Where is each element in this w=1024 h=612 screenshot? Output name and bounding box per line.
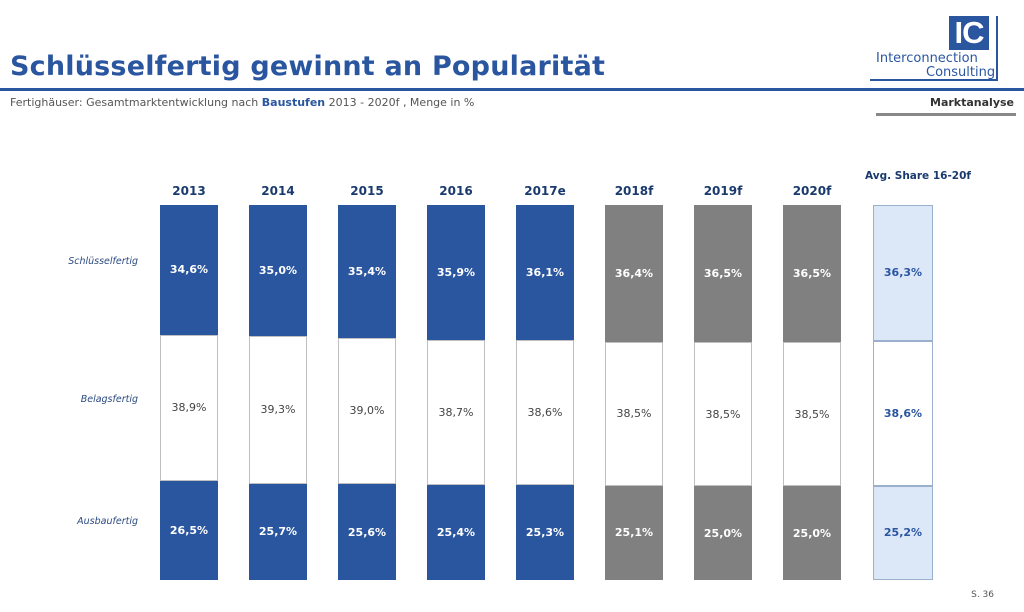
data-label: 38,6% — [527, 406, 563, 420]
bar-segment-ausbaufertig: 25,7% — [249, 483, 307, 580]
section-underline — [876, 113, 1016, 116]
data-label: 34,6% — [169, 263, 209, 277]
bar-segment-belagsfertig: 38,5% — [783, 341, 841, 487]
data-label: 38,7% — [438, 405, 474, 419]
x-tick-label: 2013 — [172, 184, 206, 198]
data-label: 36,5% — [703, 266, 743, 280]
logo-mark: IC — [949, 16, 989, 50]
company-logo: IC Interconnection Consulting — [870, 16, 1006, 84]
logo-frame-horizontal — [870, 79, 998, 81]
x-tick-label: 2020f — [792, 184, 832, 198]
bar-segment-ausbaufertig: 25,4% — [427, 484, 485, 580]
row-label-ausbaufertig: Ausbaufertig — [77, 516, 138, 528]
data-label: 39,3% — [260, 403, 296, 417]
bar-segment-belagsfertig: 38,6% — [516, 340, 574, 486]
subtitle-highlight: Baustufen — [261, 96, 326, 109]
bar-column: 35,0% 39,3% 25,7% — [249, 205, 307, 580]
logo-text-line1: Interconnection — [876, 51, 978, 66]
subtitle-text-pre: Fertighäuser: Gesamtmarktentwicklung nac… — [10, 96, 262, 109]
x-tick-label: 2018f — [614, 184, 654, 198]
page-subtitle: Fertighäuser: Gesamtmarktentwicklung nac… — [10, 96, 474, 109]
data-label: 35,4% — [347, 264, 387, 278]
data-label: 25,7% — [258, 525, 298, 539]
x-tick-label: Avg. Share 16-20f — [865, 170, 971, 182]
data-label: 25,0% — [792, 526, 832, 540]
bar-segment-schluesselfertig: 35,9% — [427, 205, 485, 340]
bar-column: 35,4% 39,0% 25,6% — [338, 205, 396, 580]
x-tick-label: 2019f — [703, 184, 743, 198]
bar-column: 34,6% 38,9% 26,5% — [160, 205, 218, 580]
row-label-belagsfertig: Belagsfertig — [80, 393, 138, 405]
data-label: 39,0% — [349, 404, 385, 418]
bar-segment-schluesselfertig: 35,4% — [338, 205, 396, 338]
data-label: 35,9% — [436, 265, 476, 279]
page-number: S. 36 — [971, 590, 994, 600]
bar-segment-belagsfertig: 38,7% — [427, 339, 485, 485]
data-label: 36,5% — [792, 266, 832, 280]
bar-segment-schluesselfertig: 34,6% — [160, 205, 218, 335]
bar-column: 36,4% 38,5% 25,1% — [605, 205, 663, 580]
data-label: 38,6% — [883, 406, 923, 420]
bar-column: 35,9% 38,7% 25,4% — [427, 205, 485, 580]
x-tick-label: 2017e — [524, 184, 566, 198]
x-tick-label: 2014 — [261, 184, 295, 198]
bar-segment-belagsfertig: 39,0% — [338, 337, 396, 484]
data-label: 25,3% — [525, 526, 565, 540]
bar-column: 36,5% 38,5% 25,0% — [694, 205, 752, 580]
bar-segment-schluesselfertig: 35,0% — [249, 205, 307, 337]
bar-segment-schluesselfertig: 36,5% — [694, 205, 752, 342]
data-label: 25,0% — [703, 526, 743, 540]
data-label: 25,4% — [436, 525, 476, 539]
logo-text-line2: Consulting — [926, 65, 996, 80]
data-label: 38,5% — [616, 407, 652, 421]
bar-segment-schluesselfertig: 36,1% — [516, 205, 574, 341]
x-tick-label: 2016 — [439, 184, 473, 198]
bar-column: 36,3% 38,6% 25,2% — [873, 205, 933, 580]
data-label: 36,4% — [614, 266, 654, 280]
bar-segment-schluesselfertig: 36,3% — [873, 205, 933, 341]
bar-segment-schluesselfertig: 36,4% — [605, 205, 663, 342]
bar-column: 36,1% 38,6% 25,3% — [516, 205, 574, 580]
bar-segment-belagsfertig: 38,5% — [694, 341, 752, 487]
bar-segment-belagsfertig: 38,5% — [605, 341, 663, 486]
x-tick-label: 2015 — [350, 184, 384, 198]
data-label: 25,2% — [883, 526, 923, 540]
bar-segment-belagsfertig: 39,3% — [249, 336, 307, 484]
bar-segment-belagsfertig: 38,9% — [160, 334, 218, 481]
bar-column: 36,5% 38,5% 25,0% — [783, 205, 841, 580]
data-label: 38,5% — [705, 407, 741, 421]
title-underline — [0, 88, 1024, 91]
data-label: 26,5% — [169, 523, 209, 537]
bar-segment-ausbaufertig: 25,3% — [516, 485, 574, 580]
bar-segment-ausbaufertig: 26,5% — [160, 480, 218, 580]
data-label: 25,1% — [614, 526, 654, 540]
bar-segment-ausbaufertig: 25,0% — [783, 486, 841, 580]
page-title: Schlüsselfertig gewinnt an Popularität — [10, 51, 606, 82]
data-label: 38,5% — [794, 407, 830, 421]
bar-segment-ausbaufertig: 25,0% — [694, 486, 752, 580]
data-label: 25,6% — [347, 525, 387, 539]
data-label: 36,3% — [883, 266, 923, 280]
subtitle-text-post: 2013 - 2020f , Menge in % — [325, 96, 475, 109]
bar-segment-belagsfertig: 38,6% — [873, 340, 933, 486]
section-label: Marktanalyse — [930, 96, 1014, 109]
data-label: 38,9% — [171, 401, 207, 415]
bar-segment-ausbaufertig: 25,1% — [605, 485, 663, 580]
logo-frame-vertical — [996, 16, 998, 80]
bar-segment-schluesselfertig: 36,5% — [783, 205, 841, 342]
data-label: 35,0% — [258, 264, 298, 278]
row-label-schluesselfertig: Schlüsselfertig — [68, 255, 138, 267]
bar-segment-ausbaufertig: 25,6% — [338, 484, 396, 580]
data-label: 36,1% — [525, 266, 565, 280]
bar-segment-ausbaufertig: 25,2% — [873, 485, 933, 580]
